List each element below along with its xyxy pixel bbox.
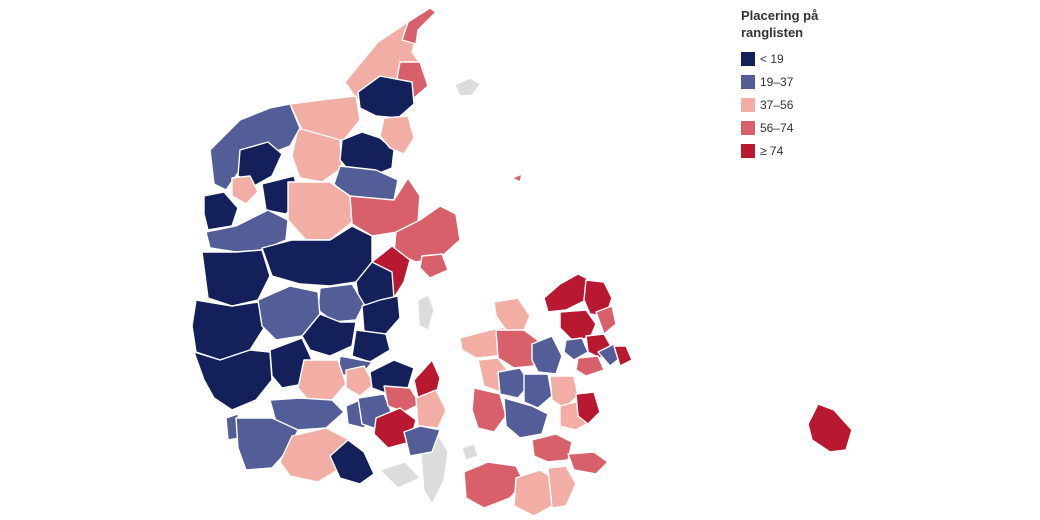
municipality-skanderborg[interactable] xyxy=(351,329,391,363)
legend-label: 19–37 xyxy=(760,74,794,89)
municipality-falster[interactable] xyxy=(547,465,577,509)
legend-swatch xyxy=(741,143,755,158)
legend-label: ≥ 74 xyxy=(760,143,784,158)
legend-swatch xyxy=(741,74,755,89)
municipality-kerteminde[interactable] xyxy=(413,359,441,399)
municipality-bronderslev[interactable] xyxy=(339,131,395,177)
municipality-thisted-south[interactable] xyxy=(237,141,283,187)
municipality-laeso-north[interactable] xyxy=(401,7,437,45)
legend-swatch xyxy=(741,51,755,66)
municipality-tonder[interactable] xyxy=(235,417,299,471)
municipality-bornholm[interactable] xyxy=(807,403,853,453)
municipality-sonderborg[interactable] xyxy=(329,439,375,485)
municipality-christianso[interactable] xyxy=(511,173,523,183)
municipality-norddjurs-tip[interactable] xyxy=(419,253,449,279)
legend-item[interactable]: < 19 xyxy=(741,47,881,70)
legend-item[interactable]: 56–74 xyxy=(741,116,881,139)
municipality-ikast-brande[interactable] xyxy=(301,313,357,357)
municipality-nyborg[interactable] xyxy=(415,389,447,429)
municipality-slagelse[interactable] xyxy=(471,387,507,433)
municipality-naestved[interactable] xyxy=(503,397,549,439)
legend-label: 37–56 xyxy=(760,97,794,112)
legend-label: < 19 xyxy=(760,51,784,66)
legend-title: Placering på ranglisten xyxy=(741,8,819,40)
legend-item[interactable]: 37–56 xyxy=(741,93,881,116)
municipality-ringsted[interactable] xyxy=(531,335,563,375)
municipality-halsnaes[interactable] xyxy=(543,273,591,313)
municipality-roskilde[interactable] xyxy=(523,373,553,409)
samso-island xyxy=(417,294,435,331)
municipality-dragor[interactable] xyxy=(613,345,633,367)
municipality-vejle[interactable] xyxy=(297,359,347,403)
municipality-mon[interactable] xyxy=(567,451,609,475)
legend-label: 56–74 xyxy=(760,120,794,135)
municipality-lokken[interactable] xyxy=(379,115,415,155)
map-legend: Placering på ranglisten < 19 19–37 37–56 56… xyxy=(741,7,881,162)
municipality-stevns[interactable] xyxy=(575,391,601,425)
municipality-struer[interactable] xyxy=(203,191,239,231)
municipality-holstebro[interactable] xyxy=(201,249,271,307)
aero-island xyxy=(379,461,421,489)
legend-item[interactable]: 19–37 xyxy=(741,70,881,93)
municipality-egedal[interactable] xyxy=(563,337,589,361)
municipality-greve[interactable] xyxy=(575,355,605,377)
legend-swatch xyxy=(741,120,755,135)
municipality-koge[interactable] xyxy=(549,375,579,409)
municipality-varde[interactable] xyxy=(193,349,273,411)
legend-swatch xyxy=(741,97,755,112)
municipality-vordingborg[interactable] xyxy=(531,433,573,463)
municipality-hillerod[interactable] xyxy=(595,305,617,335)
municipality-hjorring[interactable] xyxy=(357,75,415,119)
municipality-morso[interactable] xyxy=(231,175,259,205)
municipality-vesthimmerland-east[interactable] xyxy=(287,181,353,241)
municipality-svendborg[interactable] xyxy=(403,425,441,457)
municipality-hedensted[interactable] xyxy=(345,365,375,397)
lolland-west-islet xyxy=(461,443,479,461)
municipality-nordfyn[interactable] xyxy=(383,385,421,413)
anholt-island xyxy=(454,77,481,97)
legend-item[interactable]: ≥ 74 xyxy=(741,139,881,162)
municipality-aabenraa[interactable] xyxy=(279,427,351,483)
municipality-skive[interactable] xyxy=(205,209,289,253)
